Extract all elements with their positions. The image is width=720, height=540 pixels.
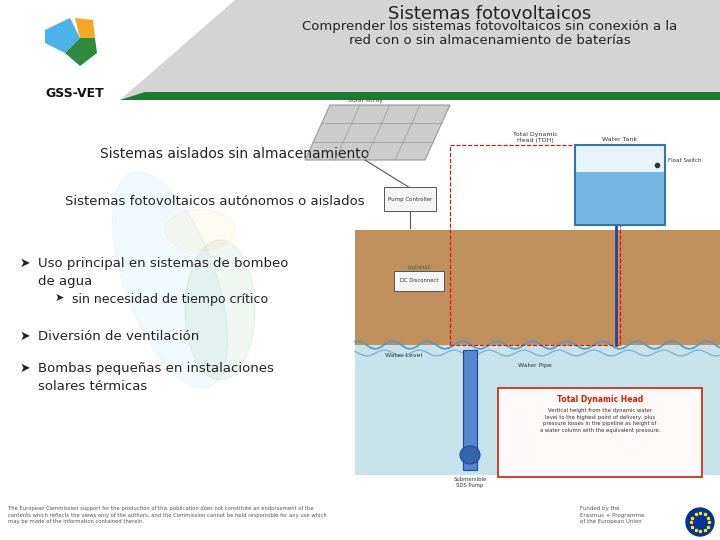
Polygon shape	[65, 38, 97, 66]
Text: sin necesidad de tiempo crítico: sin necesidad de tiempo crítico	[72, 293, 268, 306]
Text: Solar Array: Solar Array	[348, 98, 382, 103]
Bar	[0, 500, 720, 540]
FancyBboxPatch shape	[384, 187, 436, 211]
Text: Vertical height from the dynamic water
level to the highest point of delivery, p: Vertical height from the dynamic water l…	[540, 408, 660, 433]
Text: Submersible
SDS Pump: Submersible SDS Pump	[454, 477, 487, 488]
Text: Pump Controller: Pump Controller	[388, 197, 432, 201]
Bar	[355, 345, 720, 475]
Bar	[463, 350, 477, 470]
Polygon shape	[0, 0, 235, 100]
FancyBboxPatch shape	[498, 388, 702, 477]
Text: solares térmicas: solares térmicas	[38, 380, 148, 393]
Ellipse shape	[460, 446, 480, 464]
Polygon shape	[75, 18, 95, 38]
Bar	[575, 145, 665, 225]
Text: ➤: ➤	[55, 293, 64, 303]
Text: Uso principal en sistemas de bombeo: Uso principal en sistemas de bombeo	[38, 257, 289, 270]
Text: (optional): (optional)	[407, 265, 431, 270]
Text: The European Commission support for the production of this publication does not : The European Commission support for the …	[8, 506, 327, 524]
Bar	[576, 172, 664, 224]
Text: red con o sin almacenamiento de baterías: red con o sin almacenamiento de baterías	[349, 34, 631, 47]
Text: Diversión de ventilación: Diversión de ventilación	[38, 330, 199, 343]
Text: Water Tank: Water Tank	[603, 137, 638, 142]
Text: Funded by the
Erasmus + Programme
of the European Union: Funded by the Erasmus + Programme of the…	[580, 506, 644, 524]
Polygon shape	[112, 172, 228, 388]
Bar	[355, 230, 720, 345]
Text: Water Pipe: Water Pipe	[518, 363, 552, 368]
Text: Sistemas fotovoltaicos autónomos o aislados: Sistemas fotovoltaicos autónomos o aisla…	[65, 195, 364, 208]
Text: Sistemas aislados sin almacenamiento: Sistemas aislados sin almacenamiento	[100, 147, 369, 161]
Polygon shape	[165, 209, 235, 251]
Bar	[185, 92, 720, 100]
Polygon shape	[305, 105, 450, 160]
Text: DC Disconnect: DC Disconnect	[400, 279, 438, 284]
Text: Total Dynamic
Head (TDH): Total Dynamic Head (TDH)	[513, 132, 557, 143]
Text: de agua: de agua	[38, 275, 92, 288]
Polygon shape	[185, 240, 255, 380]
Text: Comprender los sistemas fotovoltaicos sin conexión a la: Comprender los sistemas fotovoltaicos si…	[302, 20, 678, 33]
Polygon shape	[45, 18, 80, 53]
Circle shape	[686, 508, 714, 536]
Text: ➤: ➤	[20, 330, 30, 343]
Text: ➤: ➤	[20, 362, 30, 375]
Text: ➤: ➤	[20, 257, 30, 270]
Text: Bombas pequeñas en instalaciones: Bombas pequeñas en instalaciones	[38, 362, 274, 375]
Text: Water Level: Water Level	[385, 353, 422, 358]
Polygon shape	[120, 92, 185, 100]
Text: Total Dynamic Head: Total Dynamic Head	[557, 395, 643, 404]
Bar	[0, 0, 720, 100]
FancyBboxPatch shape	[394, 271, 444, 291]
Text: GSS-VET: GSS-VET	[45, 87, 104, 100]
Bar	[0, 60, 720, 500]
Text: Float Switch: Float Switch	[668, 159, 701, 164]
Text: Sistemas fotovoltaicos: Sistemas fotovoltaicos	[388, 5, 592, 23]
